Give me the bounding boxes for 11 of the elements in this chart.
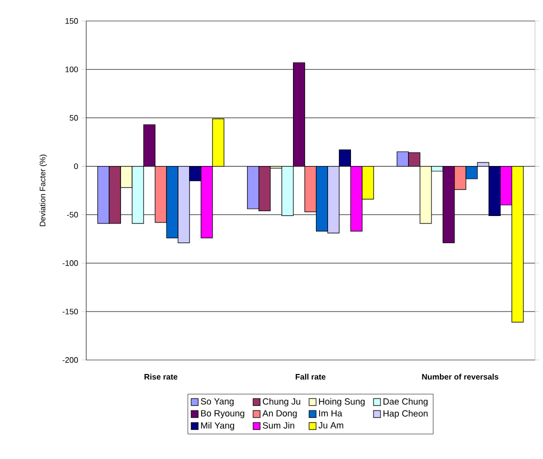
legend-label: Bo Ryoung — [201, 410, 244, 418]
legend-label: Dae Chung — [384, 398, 428, 406]
legend-label: Chung Ju — [262, 398, 300, 406]
legend-label: Mil Yang — [201, 422, 234, 430]
legend-label: Ju Am — [318, 422, 344, 428]
legend-label: Hap Cheon — [384, 410, 428, 418]
legend-label: Sum Jin — [262, 422, 294, 429]
legend-label: Hoing Sung — [319, 398, 365, 406]
legend-label: So Yang — [200, 398, 234, 406]
legend-label: Im Ha — [319, 410, 342, 416]
legend-label: An Dong — [262, 410, 297, 418]
